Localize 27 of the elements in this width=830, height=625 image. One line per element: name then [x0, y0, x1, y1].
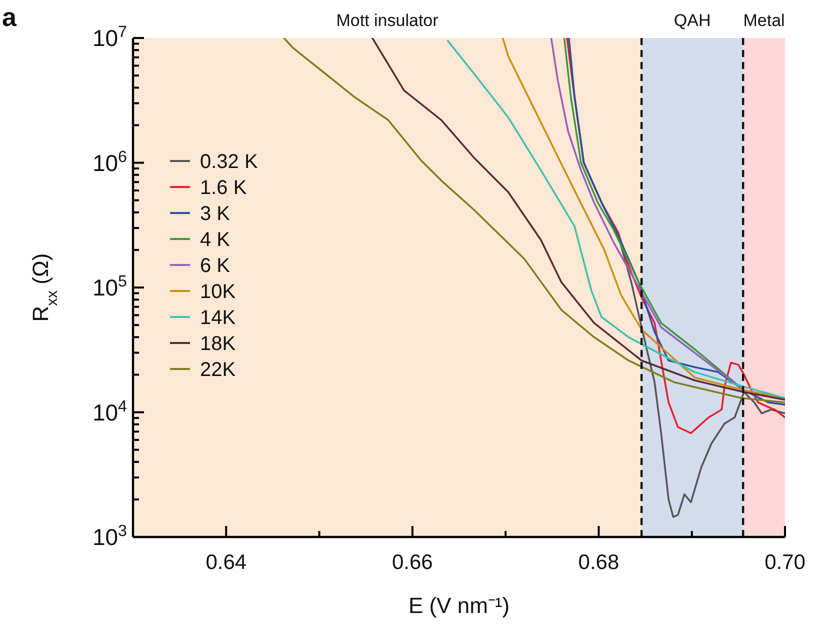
y-tick-label: 10$^{5}$	[92, 272, 128, 301]
y-tick-label: 10$^{6}$	[92, 148, 128, 176]
legend-label: 14K	[200, 307, 236, 329]
legend-label: 1.6 K	[200, 177, 248, 199]
legend-label: 0.32 K	[200, 151, 258, 173]
x-tick-label: 0.66	[392, 551, 433, 574]
legend-label: 22K	[200, 359, 236, 381]
legend-label: 18K	[200, 333, 236, 355]
y-tick-label: 10$^{3}$	[92, 522, 128, 550]
y-tick-label: 10$^{4}$	[92, 397, 128, 426]
y-tick-label: 10$^{7}$	[92, 23, 128, 52]
x-tick-label: 0.68	[578, 551, 620, 574]
line-series	[371, 38, 785, 401]
band-label: Metal	[743, 11, 785, 30]
legend-label: 4 K	[200, 229, 231, 251]
band-label: QAH	[674, 11, 711, 30]
text: a	[2, 2, 17, 32]
legend-label: 6 K	[200, 255, 231, 277]
line-series	[282, 38, 785, 404]
legend-label: 10K	[200, 281, 236, 303]
x-axis-title: E (V nm⁻¹)	[408, 593, 510, 618]
legend-label: 3 K	[200, 203, 231, 225]
line-series	[502, 38, 785, 399]
line-series	[446, 40, 785, 399]
band-label: Mott insulator	[336, 11, 439, 30]
x-tick-label: 0.70	[764, 551, 806, 574]
x-tick-label: 0.64	[206, 551, 247, 574]
